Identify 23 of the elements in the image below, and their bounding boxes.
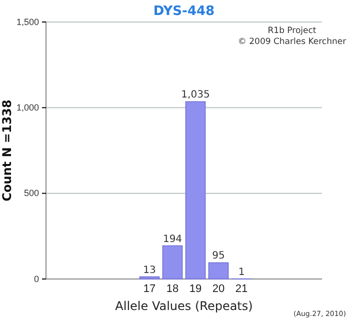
data-label: 13 (143, 264, 156, 276)
data-label: 1 (238, 266, 245, 278)
bar (162, 245, 183, 280)
y-tick-label: 1,500 (16, 16, 39, 27)
x-axis-title: Allele Values (Repeats) (115, 299, 253, 313)
x-tick-label: 19 (189, 282, 202, 295)
bar (139, 276, 160, 280)
data-label: 194 (162, 234, 182, 245)
bar (185, 101, 206, 280)
x-tick-label: 20 (212, 282, 225, 295)
x-tick-label: 18 (166, 282, 179, 295)
y-tick-label: 500 (24, 188, 39, 198)
y-tick-label: 0 (34, 274, 39, 284)
y-tick-label: 1,000 (16, 102, 39, 113)
data-label: 1,035 (181, 90, 210, 101)
x-tick-label: 21 (235, 282, 248, 295)
y-axis-title: Count N =1338 (0, 100, 14, 202)
data-label: 95 (212, 250, 225, 262)
bar (208, 262, 229, 280)
x-tick-label: 17 (143, 282, 156, 295)
annotation: © 2009 Charles Kerchner (238, 37, 347, 47)
chart-title: DYS-448 (153, 4, 215, 19)
annotation: R1b Project (268, 26, 317, 36)
